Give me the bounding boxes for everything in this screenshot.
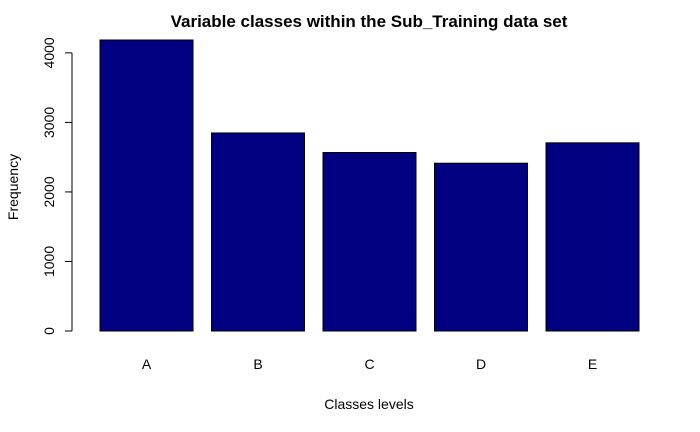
x-tick-label: A [142,356,152,372]
bars-group [99,39,640,332]
y-tick-label: 3000 [41,107,57,138]
x-tick-label: C [364,356,374,372]
x-axis-label: Classes levels [324,396,413,412]
x-tick-label: B [253,356,262,372]
bar-b [211,132,305,332]
y-tick-label: 1000 [41,246,57,277]
x-tick-label: E [588,356,597,372]
chart-title: Variable classes within the Sub_Training… [171,12,568,31]
bar-a [99,39,194,332]
x-axis-labels: A B C D E [142,356,597,372]
y-axis: 0 1000 2000 3000 4000 [41,37,73,335]
bar-d [434,162,528,332]
bar-e [545,142,640,332]
y-tick-label: 2000 [41,176,57,207]
x-tick-label: D [476,356,486,372]
y-axis-label: Frequency [5,154,21,220]
y-tick-label: 4000 [41,37,57,68]
y-tick-label: 0 [41,327,57,335]
bar-c [322,152,417,332]
